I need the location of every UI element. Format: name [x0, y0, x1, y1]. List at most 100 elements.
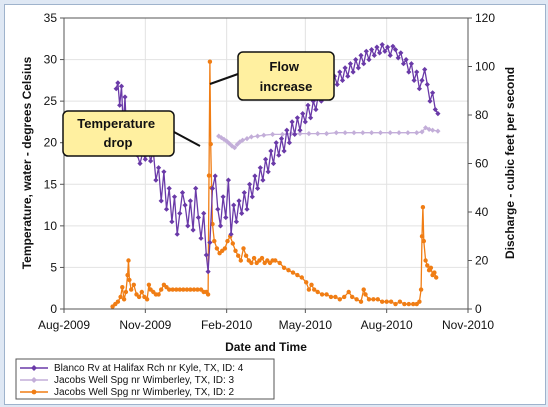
legend-marker-2: [31, 377, 37, 383]
data-point: [387, 130, 393, 136]
data-point: [225, 238, 230, 244]
data-point: [241, 190, 247, 196]
data-point: [121, 297, 127, 302]
data-point: [113, 86, 119, 92]
data-point: [430, 127, 436, 133]
data-point: [295, 272, 300, 278]
y-left-tick-label: 20: [44, 136, 58, 150]
data-point: [377, 50, 383, 56]
data-point: [423, 258, 428, 263]
data-point: [261, 132, 267, 138]
data-point: [281, 265, 287, 270]
data-point: [333, 294, 338, 300]
data-point: [265, 169, 271, 175]
flow-increase-callout: Flow increase: [209, 51, 335, 101]
data-point: [144, 297, 150, 302]
data-point: [423, 125, 429, 131]
series-1: [113, 42, 441, 275]
data-point: [115, 80, 121, 86]
data-point: [351, 130, 357, 136]
y-left-tick-label: 5: [50, 260, 57, 274]
data-point: [430, 90, 436, 96]
data-point: [286, 268, 291, 273]
y-right-tick-label: 100: [475, 60, 495, 74]
data-point: [142, 156, 148, 162]
data-point: [328, 294, 334, 300]
data-point: [339, 77, 346, 83]
data-point: [263, 156, 269, 162]
data-point: [153, 177, 159, 183]
data-point: [236, 253, 241, 258]
data-point: [358, 52, 364, 58]
y-right-tick-label: 20: [475, 254, 489, 268]
data-point: [424, 81, 430, 88]
data-point: [188, 287, 193, 292]
data-point: [384, 299, 389, 304]
data-point: [203, 252, 209, 258]
data-point: [299, 275, 304, 280]
data-point: [118, 83, 125, 89]
data-point: [361, 287, 366, 292]
data-point: [428, 265, 434, 270]
data-point: [207, 59, 213, 64]
data-point: [220, 194, 226, 200]
data-point: [425, 263, 430, 268]
data-point: [169, 219, 175, 225]
data-point: [170, 287, 175, 292]
data-point: [233, 248, 238, 253]
temperature-drop-callout: Temperature drop: [62, 110, 201, 157]
y-right-tick-label: 80: [475, 108, 489, 122]
x-tick-label: May-2010: [279, 318, 333, 332]
data-point: [337, 297, 342, 302]
legend-entry-3: Jacobs Well Spg nr Wimberley, TX, ID: 2: [20, 387, 234, 398]
data-point: [414, 130, 420, 136]
data-point: [390, 43, 396, 49]
data-point: [350, 69, 356, 75]
data-point: [201, 210, 207, 216]
data-point: [156, 292, 161, 297]
data-point: [393, 301, 398, 307]
data-point: [244, 206, 250, 212]
data-point: [290, 270, 296, 275]
legend-label-3: Jacobs Well Spg nr Wimberley, TX, ID: 2: [54, 387, 234, 398]
data-point: [185, 223, 191, 229]
data-point: [179, 190, 186, 196]
data-point: [276, 152, 282, 158]
data-point: [177, 210, 183, 216]
data-point: [377, 130, 384, 136]
data-point: [397, 299, 403, 304]
data-point: [208, 141, 213, 147]
svg-text:Flow increase: Flow increase: [260, 59, 313, 94]
data-point: [159, 287, 164, 292]
data-point: [228, 231, 234, 237]
data-point: [312, 287, 317, 292]
data-point: [363, 48, 369, 54]
data-point: [371, 297, 376, 302]
data-point: [411, 77, 417, 83]
data-point: [284, 127, 290, 133]
data-point: [174, 287, 179, 292]
x-ticks: Aug-2009 Nov-2009 Feb-2010 May-2010 Aug-2010…: [38, 309, 494, 332]
data-point: [369, 47, 375, 53]
data-point: [198, 235, 204, 241]
y-left-tick-label: 35: [44, 11, 58, 25]
data-point: [405, 130, 411, 136]
data-point: [313, 106, 319, 113]
data-point: [131, 282, 136, 287]
data-point: [294, 115, 300, 121]
y-left-tick-label: 25: [44, 94, 58, 108]
y-right-tick-label: 0: [475, 302, 482, 316]
data-point: [435, 111, 441, 117]
flow-callout-box: [237, 51, 335, 101]
data-point: [355, 65, 361, 71]
data-point: [416, 86, 422, 92]
series-3: [110, 59, 439, 309]
data-point: [215, 206, 221, 212]
data-point: [363, 292, 368, 297]
data-point: [353, 57, 359, 63]
y-left-ticks: 0 5 10 15 20 25 30 35: [44, 11, 64, 316]
temperature-callout-box: [62, 110, 175, 157]
data-point: [426, 126, 432, 132]
y-left-axis-title: Temperature, water - degrees Celsius: [20, 56, 34, 269]
legend-label-1: Blanco Rv at Halifax Rch nr Kyle, TX, ID…: [54, 363, 244, 374]
